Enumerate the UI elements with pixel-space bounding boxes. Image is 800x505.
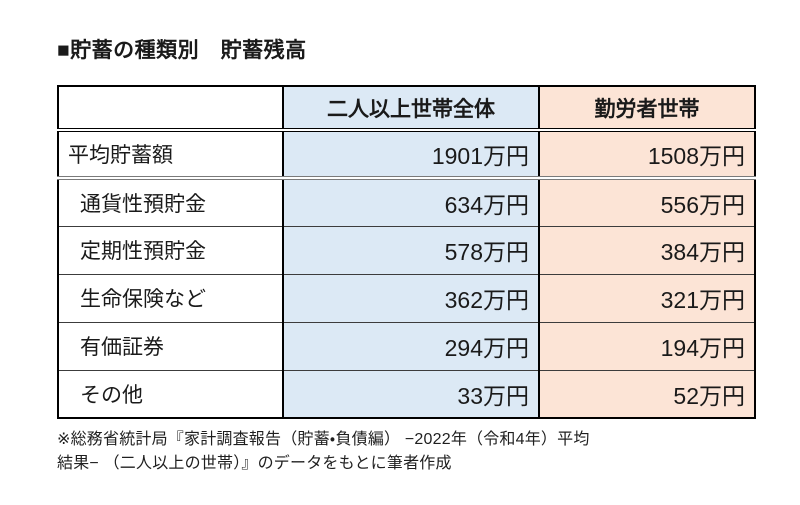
page: ■貯蓄の種類別 貯蓄残高 二人以上世帯全体 勤労者世帯 平均貯蓄額 1901万円…: [57, 39, 756, 476]
row-label: 生命保険など: [58, 274, 283, 323]
value-all: 33万円: [282, 370, 539, 418]
value-worker: 321万円: [538, 274, 755, 323]
value-all: 294万円: [282, 322, 539, 371]
page-title: ■貯蓄の種類別 貯蓄残高: [57, 39, 307, 62]
value-worker: 384万円: [538, 226, 755, 275]
header-row: 二人以上世帯全体 勤労者世帯: [58, 86, 755, 132]
value-all: 578万円: [282, 226, 539, 275]
table-row: 定期性預貯金 578万円 384万円: [58, 226, 755, 275]
table-row: 有価証券 294万円 194万円: [58, 322, 755, 371]
row-label: 定期性預貯金: [58, 226, 283, 275]
value-all: 362万円: [282, 274, 539, 323]
value-worker: 556万円: [538, 178, 755, 227]
value-worker: 52万円: [538, 370, 755, 418]
savings-table: 二人以上世帯全体 勤労者世帯 平均貯蓄額 1901万円 1508万円 通貨性預貯…: [57, 85, 756, 419]
row-label: 有価証券: [58, 322, 283, 371]
value-worker: 1508万円: [538, 130, 755, 180]
row-label: 通貨性預貯金: [58, 178, 283, 227]
source-note-line2: 結果− （二人以上の世帯）』のデータをもとに筆者作成: [57, 455, 452, 472]
row-label: その他: [58, 370, 283, 418]
value-worker: 194万円: [538, 322, 755, 371]
col-header-all-households: 二人以上世帯全体: [282, 86, 539, 132]
table-row: その他 33万円 52万円: [58, 370, 755, 418]
source-note: ※総務省統計局『家計調査報告（貯蓄・負債編） −2022年（令和4年）平均 結果…: [57, 428, 755, 476]
table-row: 通貨性預貯金 634万円 556万円: [58, 178, 755, 227]
value-all: 1901万円: [282, 130, 539, 180]
table-row: 生命保険など 362万円 321万円: [58, 274, 755, 323]
col-header-worker-households: 勤労者世帯: [538, 86, 755, 132]
value-all: 634万円: [282, 178, 539, 227]
row-label: 平均貯蓄額: [58, 130, 283, 180]
source-note-line1: ※総務省統計局『家計調査報告（貯蓄・負債編） −2022年（令和4年）平均: [57, 431, 590, 448]
col-header-empty: [58, 86, 283, 132]
table-row: 平均貯蓄額 1901万円 1508万円: [58, 130, 755, 180]
